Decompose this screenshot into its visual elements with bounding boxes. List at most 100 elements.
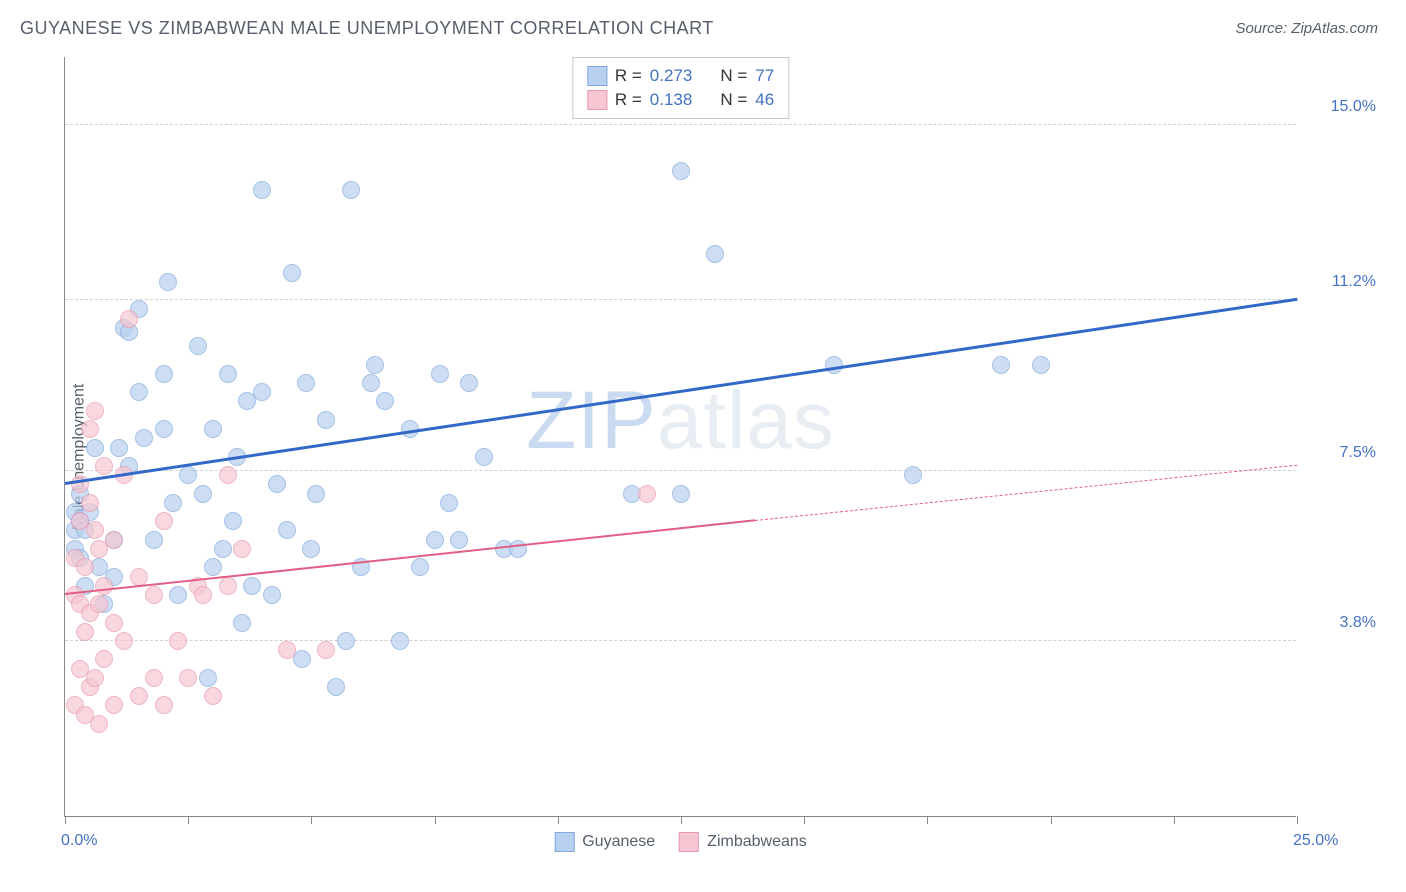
gridline [65,640,1296,641]
legend-stats: R =0.273N =77R =0.138N =46 [572,57,789,119]
header: GUYANESE VS ZIMBABWEAN MALE UNEMPLOYMENT… [0,0,1406,47]
data-point [169,632,187,650]
data-point [105,614,123,632]
data-point [204,687,222,705]
legend-swatch [587,66,607,86]
data-point [440,494,458,512]
data-point [233,540,251,558]
data-point [233,614,251,632]
data-point [105,531,123,549]
data-point [130,383,148,401]
data-point [268,475,286,493]
data-point [219,365,237,383]
data-point [391,632,409,650]
data-point [672,485,690,503]
legend-item: Zimbabweans [679,832,807,852]
data-point [376,392,394,410]
data-point [145,586,163,604]
data-point [337,632,355,650]
data-point [204,558,222,576]
plot-area: ZIPatlas R =0.273N =77R =0.138N =46 Guya… [64,57,1296,817]
data-point [214,540,232,558]
chart-container: Male Unemployment ZIPatlas R =0.273N =77… [12,47,1392,867]
r-value: 0.273 [650,66,693,86]
data-point [95,457,113,475]
data-point [199,669,217,687]
gridline [65,299,1296,300]
data-point [115,632,133,650]
data-point [327,678,345,696]
x-tick [311,816,312,824]
data-point [219,577,237,595]
legend-swatch [554,832,574,852]
trend-line [755,465,1297,521]
data-point [105,696,123,714]
data-point [317,641,335,659]
legend-swatch [679,832,699,852]
r-label: R = [615,66,642,86]
y-tick-label: 11.2% [1306,273,1376,291]
data-point [638,485,656,503]
data-point [253,383,271,401]
data-point [90,715,108,733]
legend-stat-row: R =0.273N =77 [587,64,774,88]
data-point [706,245,724,263]
x-tick [681,816,682,824]
data-point [509,540,527,558]
legend-stat-row: R =0.138N =46 [587,88,774,112]
data-point [672,162,690,180]
data-point [194,586,212,604]
data-point [130,568,148,586]
data-point [362,374,380,392]
data-point [366,356,384,374]
data-point [278,641,296,659]
data-point [86,669,104,687]
data-point [278,521,296,539]
n-value: 46 [755,90,774,110]
x-tick [188,816,189,824]
data-point [90,595,108,613]
data-point [179,466,197,484]
trend-line [65,519,755,595]
data-point [204,420,222,438]
x-tick [804,816,805,824]
gridline [65,124,1296,125]
gridline [65,470,1296,471]
data-point [86,402,104,420]
data-point [81,420,99,438]
watermark: ZIPatlas [526,374,835,468]
r-label: R = [615,90,642,110]
data-point [164,494,182,512]
data-point [263,586,281,604]
x-tick [1297,816,1298,824]
y-tick-label: 15.0% [1306,98,1376,116]
legend-series: GuyaneseZimbabweans [554,832,807,852]
data-point [283,264,301,282]
data-point [155,365,173,383]
data-point [110,439,128,457]
data-point [426,531,444,549]
data-point [224,512,242,530]
chart-title: GUYANESE VS ZIMBABWEAN MALE UNEMPLOYMENT… [20,18,714,39]
data-point [86,521,104,539]
data-point [992,356,1010,374]
data-point [145,531,163,549]
data-point [155,512,173,530]
x-tick-label: 0.0% [61,832,97,850]
data-point [411,558,429,576]
n-value: 77 [755,66,774,86]
x-tick [1051,816,1052,824]
x-tick [435,816,436,824]
data-point [450,531,468,549]
data-point [253,181,271,199]
data-point [194,485,212,503]
x-tick-label: 25.0% [1293,832,1338,850]
data-point [243,577,261,595]
x-tick [65,816,66,824]
data-point [297,374,315,392]
data-point [159,273,177,291]
data-point [155,696,173,714]
source-label: Source: ZipAtlas.com [1235,20,1378,37]
data-point [81,494,99,512]
data-point [130,687,148,705]
